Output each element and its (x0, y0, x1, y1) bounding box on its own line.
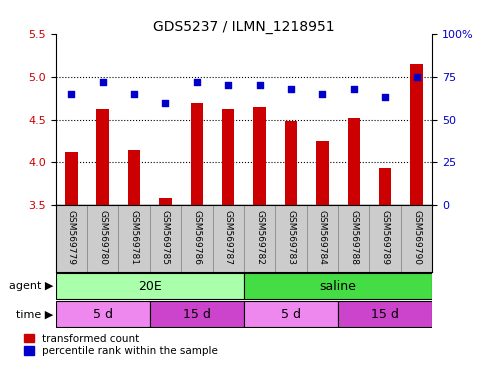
Text: saline: saline (320, 280, 356, 293)
Point (350, 86, 357, 92)
Text: GSM569779: GSM569779 (67, 210, 76, 265)
Point (193, 79, 201, 85)
Text: 15 d: 15 d (183, 308, 211, 321)
Title: GDS5237 / ILMN_1218951: GDS5237 / ILMN_1218951 (153, 20, 335, 34)
Point (99, 79, 107, 85)
Bar (253, 107, 266, 205)
Text: 5 d: 5 d (93, 308, 113, 321)
Bar (97, 109, 109, 205)
Point (382, 94, 389, 101)
Text: 20E: 20E (138, 280, 162, 293)
Text: 5 d: 5 d (281, 308, 301, 321)
Point (68, 91, 75, 97)
Bar (244, 301, 338, 327)
Text: GSM569790: GSM569790 (412, 210, 421, 265)
Bar (150, 301, 244, 327)
Bar (285, 121, 298, 205)
Point (130, 91, 138, 97)
Text: GSM569789: GSM569789 (381, 210, 390, 265)
Bar (56, 273, 244, 299)
Text: GSM569785: GSM569785 (161, 210, 170, 265)
Text: GSM569782: GSM569782 (255, 210, 264, 265)
Bar (244, 273, 432, 299)
Bar (128, 149, 141, 205)
Text: GSM569788: GSM569788 (349, 210, 358, 265)
Bar (190, 103, 203, 205)
Text: 15 d: 15 d (371, 308, 399, 321)
Bar (379, 168, 391, 205)
Bar (65, 152, 78, 205)
Text: agent ▶: agent ▶ (9, 281, 53, 291)
Point (412, 74, 420, 80)
Bar (411, 64, 423, 205)
Bar (348, 118, 360, 205)
Text: GSM569780: GSM569780 (98, 210, 107, 265)
Text: GSM569787: GSM569787 (224, 210, 233, 265)
Bar (159, 198, 172, 205)
Bar (338, 301, 432, 327)
Bar (56, 301, 150, 327)
Bar (316, 141, 329, 205)
Text: GSM569786: GSM569786 (192, 210, 201, 265)
Bar (222, 109, 235, 205)
Text: GSM569783: GSM569783 (286, 210, 296, 265)
Point (287, 86, 295, 92)
Point (256, 82, 264, 88)
Text: GSM569781: GSM569781 (129, 210, 139, 265)
Point (319, 91, 327, 97)
Point (224, 82, 232, 88)
Point (161, 99, 170, 106)
Text: GSM569784: GSM569784 (318, 210, 327, 265)
Legend: transformed count, percentile rank within the sample: transformed count, percentile rank withi… (24, 334, 218, 356)
Text: time ▶: time ▶ (16, 309, 53, 319)
